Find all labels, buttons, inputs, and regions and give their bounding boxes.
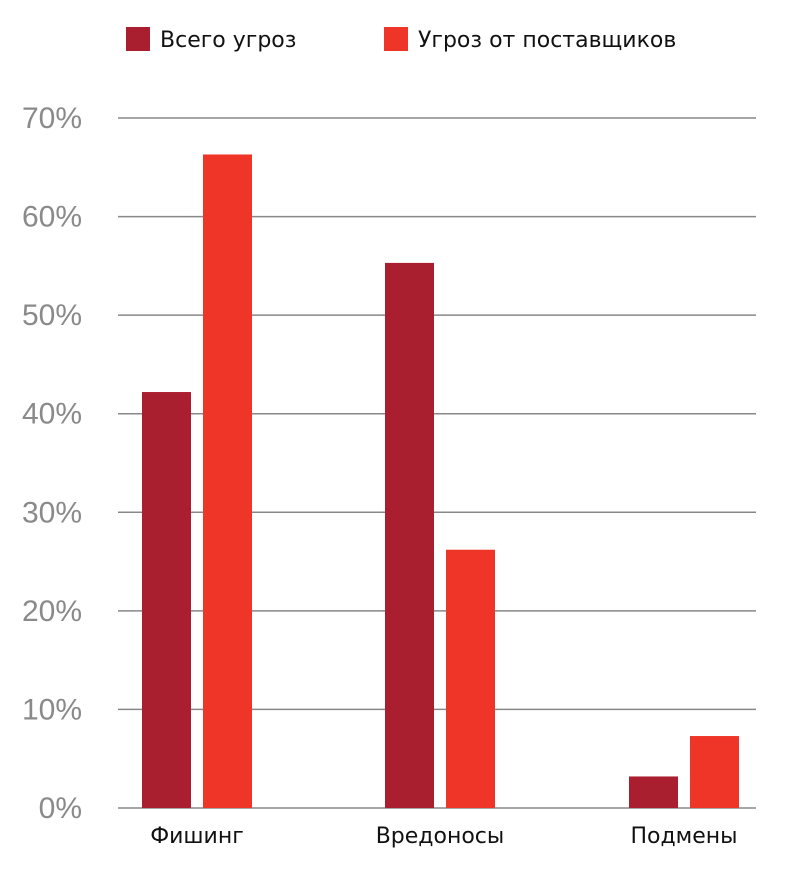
y-tick-label: 30% <box>22 496 82 529</box>
x-axis-categories: Фишинг Вредоносы Подмены <box>150 824 737 849</box>
legend-swatch <box>126 27 150 51</box>
legend: Всего угроз Угроз от поставщиков <box>126 27 676 53</box>
bar <box>629 776 678 808</box>
bar <box>203 154 252 808</box>
y-tick-label: 10% <box>22 693 82 726</box>
y-axis-ticks: 0% 10% 20% 30% 40% 50% 60% 70% <box>22 102 82 825</box>
y-tick-label: 60% <box>22 201 82 234</box>
x-category-label: Подмены <box>630 824 737 849</box>
legend-label: Всего угроз <box>160 28 296 53</box>
x-category-label: Фишинг <box>150 824 244 849</box>
bar <box>385 262 434 808</box>
bar <box>690 736 739 808</box>
x-category-label: Вредоносы <box>376 824 505 849</box>
y-tick-label: 50% <box>22 299 82 332</box>
legend-swatch <box>384 27 408 51</box>
bar <box>142 392 191 808</box>
bars <box>142 154 739 808</box>
y-tick-label: 0% <box>39 792 82 825</box>
y-tick-label: 70% <box>22 102 82 135</box>
y-tick-label: 20% <box>22 595 82 628</box>
legend-label: Угроз от поставщиков <box>418 28 676 53</box>
y-tick-label: 40% <box>22 398 82 431</box>
bar <box>446 549 495 808</box>
